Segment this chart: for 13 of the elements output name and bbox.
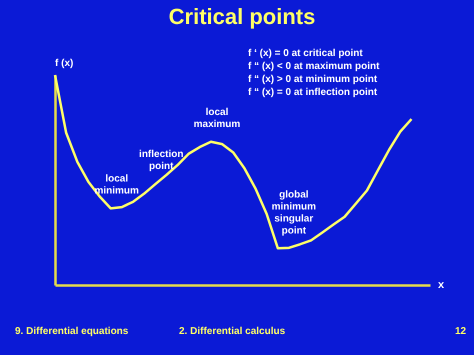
text: f “ (x) < 0 at maximum point xyxy=(248,61,380,72)
text: 2. Differential calculus xyxy=(179,326,286,337)
text: 9. Differential equations xyxy=(15,326,129,337)
annotation: f “ (x) = 0 at inflection point xyxy=(248,87,378,98)
annotation: local maximum xyxy=(194,106,240,130)
annotation: f “ (x) > 0 at minimum point xyxy=(248,74,378,85)
chart-title: Critical points xyxy=(168,4,316,29)
text: 12 xyxy=(455,326,467,337)
y-axis-title: f (x) xyxy=(55,58,74,69)
x-axis-title: x xyxy=(438,279,445,291)
annotation: inflection point xyxy=(139,149,184,172)
text: f ‘ (x) = 0 at critical point xyxy=(248,48,364,59)
annotation: global minimum singular point xyxy=(272,189,316,236)
